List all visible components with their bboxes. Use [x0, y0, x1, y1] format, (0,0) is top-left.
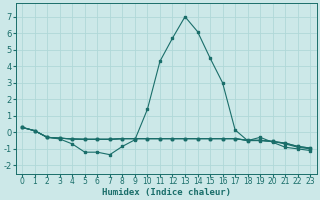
X-axis label: Humidex (Indice chaleur): Humidex (Indice chaleur) [102, 188, 231, 197]
